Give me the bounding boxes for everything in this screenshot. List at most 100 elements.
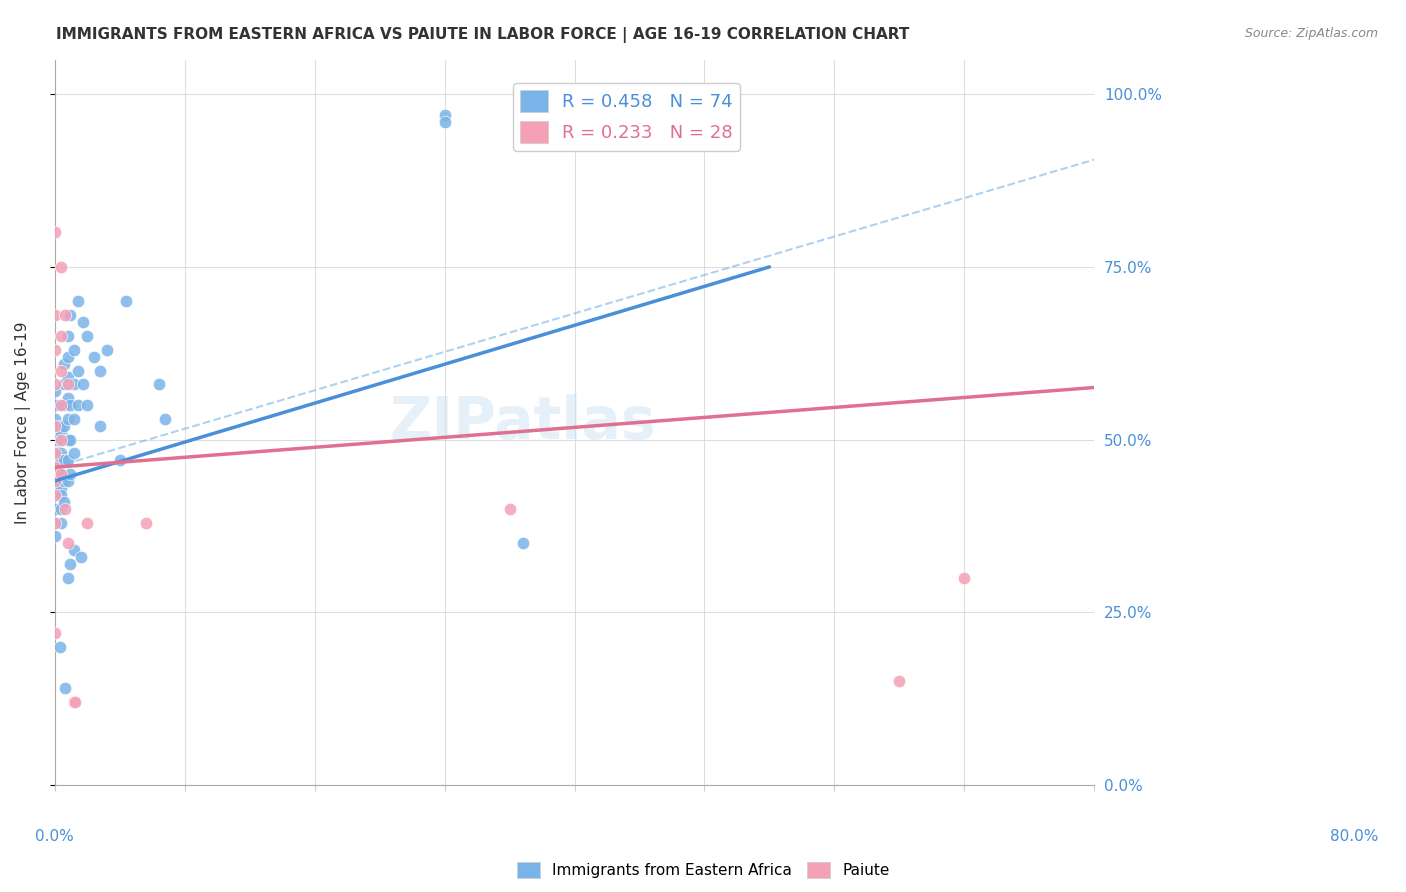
Point [44, 377, 66, 392]
Point [44, 308, 66, 322]
Point [65, 695, 87, 709]
Point [153, 412, 176, 426]
Point [49, 453, 72, 467]
Point [44, 453, 66, 467]
Point [49, 363, 72, 377]
Point [108, 453, 131, 467]
Point [148, 377, 170, 392]
Legend: R = 0.458   N = 74, R = 0.233   N = 28: R = 0.458 N = 74, R = 0.233 N = 28 [513, 83, 740, 151]
Point [56, 329, 79, 343]
Point [953, 571, 976, 585]
Point [89, 418, 111, 433]
Point [53, 681, 76, 696]
Point [49, 260, 72, 274]
Point [63, 343, 86, 357]
Point [52, 453, 75, 467]
Point [63, 543, 86, 558]
Point [59, 557, 82, 571]
Point [44, 460, 66, 475]
Point [49, 398, 72, 412]
Point [49, 501, 72, 516]
Point [96, 343, 118, 357]
Point [512, 536, 534, 550]
Point [52, 377, 75, 392]
Point [52, 418, 75, 433]
Point [49, 425, 72, 440]
Point [56, 571, 79, 585]
Point [56, 433, 79, 447]
Point [135, 516, 157, 530]
Point [44, 433, 66, 447]
Point [63, 377, 86, 392]
Point [1305, 108, 1327, 122]
Point [56, 350, 79, 364]
Point [59, 433, 82, 447]
Point [52, 474, 75, 488]
Point [49, 516, 72, 530]
Point [44, 516, 66, 530]
Point [53, 308, 76, 322]
Point [59, 308, 82, 322]
Point [49, 446, 72, 460]
Point [56, 474, 79, 488]
Point [52, 433, 75, 447]
Point [72, 377, 94, 392]
Point [56, 453, 79, 467]
Point [115, 294, 138, 309]
Point [66, 398, 89, 412]
Point [44, 488, 66, 502]
Point [49, 488, 72, 502]
Point [44, 398, 66, 412]
Point [44, 516, 66, 530]
Point [52, 357, 75, 371]
Point [44, 425, 66, 440]
Point [56, 391, 79, 405]
Point [44, 626, 66, 640]
Point [44, 481, 66, 495]
Point [76, 329, 98, 343]
Point [44, 467, 66, 482]
Y-axis label: In Labor Force | Age 16-19: In Labor Force | Age 16-19 [15, 321, 31, 524]
Text: 80.0%: 80.0% [1330, 829, 1378, 844]
Point [52, 495, 75, 509]
Text: IMMIGRANTS FROM EASTERN AFRICA VS PAIUTE IN LABOR FORCE | AGE 16-19 CORRELATION : IMMIGRANTS FROM EASTERN AFRICA VS PAIUTE… [56, 27, 910, 43]
Point [66, 294, 89, 309]
Point [44, 501, 66, 516]
Point [44, 384, 66, 399]
Point [76, 398, 98, 412]
Point [44, 446, 66, 460]
Point [49, 467, 72, 482]
Point [72, 315, 94, 329]
Point [59, 467, 82, 482]
Point [83, 350, 105, 364]
Point [49, 467, 72, 482]
Point [1278, 108, 1301, 122]
Point [889, 674, 911, 689]
Point [44, 488, 66, 502]
Point [49, 481, 72, 495]
Point [49, 433, 72, 447]
Point [44, 412, 66, 426]
Text: Source: ZipAtlas.com: Source: ZipAtlas.com [1244, 27, 1378, 40]
Point [63, 412, 86, 426]
Point [49, 640, 72, 654]
Point [53, 501, 76, 516]
Point [56, 370, 79, 384]
Point [59, 398, 82, 412]
Point [49, 433, 72, 447]
Point [56, 377, 79, 392]
Point [63, 695, 86, 709]
Point [49, 418, 72, 433]
Text: ZIPatlas: ZIPatlas [389, 394, 655, 450]
Legend: Immigrants from Eastern Africa, Paiute: Immigrants from Eastern Africa, Paiute [510, 856, 896, 884]
Point [44, 343, 66, 357]
Point [44, 474, 66, 488]
Point [433, 115, 456, 129]
Point [433, 108, 456, 122]
Point [52, 398, 75, 412]
Point [56, 412, 79, 426]
Point [44, 446, 66, 460]
Point [66, 363, 89, 377]
Point [89, 363, 111, 377]
Point [44, 440, 66, 454]
